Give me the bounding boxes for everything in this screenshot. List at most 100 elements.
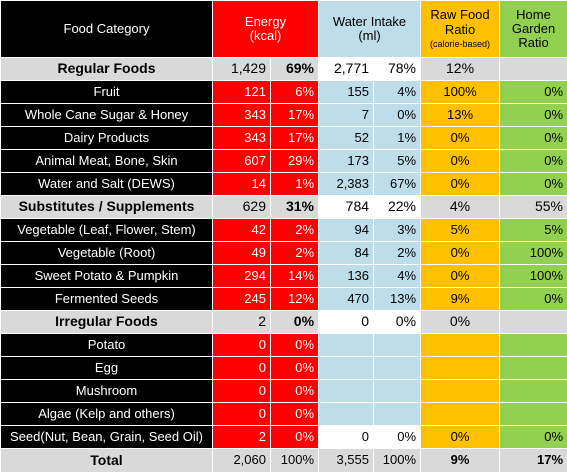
food-raw-ratio: 0% bbox=[421, 173, 500, 196]
food-water bbox=[319, 403, 374, 426]
group-raw-ratio: 0% bbox=[421, 311, 500, 334]
header-energy: Energy(kcal) bbox=[213, 1, 319, 58]
food-garden-ratio bbox=[500, 334, 567, 357]
food-water: 136 bbox=[319, 265, 374, 288]
food-energy: 294 bbox=[213, 265, 271, 288]
group-energy: 629 bbox=[213, 196, 271, 219]
food-energy: 607 bbox=[213, 150, 271, 173]
food-energy: 0 bbox=[213, 334, 271, 357]
group-water: 0 bbox=[319, 311, 374, 334]
food-water: 84 bbox=[319, 242, 374, 265]
food-energy: 0 bbox=[213, 380, 271, 403]
food-water-pct: 5% bbox=[374, 150, 421, 173]
food-garden-ratio bbox=[500, 403, 567, 426]
food-water-pct bbox=[374, 357, 421, 380]
group-energy: 1,429 bbox=[213, 58, 271, 81]
group-garden-ratio bbox=[500, 311, 567, 334]
total-water: 3,555 bbox=[319, 449, 374, 473]
food-water-pct: 0% bbox=[374, 104, 421, 127]
total-water-pct: 100% bbox=[374, 449, 421, 473]
food-water-pct: 2% bbox=[374, 242, 421, 265]
food-water-pct: 67% bbox=[374, 173, 421, 196]
food-energy-pct: 0% bbox=[271, 426, 319, 449]
group-garden-ratio: 55% bbox=[500, 196, 567, 219]
food-garden-ratio bbox=[500, 357, 567, 380]
food-energy: 245 bbox=[213, 288, 271, 311]
food-energy-pct: 0% bbox=[271, 357, 319, 380]
food-water bbox=[319, 357, 374, 380]
food-water bbox=[319, 380, 374, 403]
food-name: Egg bbox=[1, 357, 213, 380]
header-food-category: Food Category bbox=[1, 1, 213, 58]
food-water-pct: 13% bbox=[374, 288, 421, 311]
food-name: Vegetable (Leaf, Flower, Stem) bbox=[1, 219, 213, 242]
food-energy: 121 bbox=[213, 81, 271, 104]
food-energy-pct: 2% bbox=[271, 219, 319, 242]
food-garden-ratio: 0% bbox=[500, 288, 567, 311]
food-energy-pct: 0% bbox=[271, 403, 319, 426]
food-water: 94 bbox=[319, 219, 374, 242]
group-energy-pct: 0% bbox=[271, 311, 319, 334]
food-energy: 49 bbox=[213, 242, 271, 265]
total-garden-ratio: 17% bbox=[500, 449, 567, 473]
food-water bbox=[319, 334, 374, 357]
food-energy: 2 bbox=[213, 426, 271, 449]
food-energy-pct: 0% bbox=[271, 380, 319, 403]
food-raw-ratio bbox=[421, 334, 500, 357]
food-raw-ratio: 0% bbox=[421, 150, 500, 173]
food-energy: 14 bbox=[213, 173, 271, 196]
group-raw-ratio: 4% bbox=[421, 196, 500, 219]
group-name: Substitutes / Supplements bbox=[1, 196, 213, 219]
food-name: Dairy Products bbox=[1, 127, 213, 150]
group-name: Regular Foods bbox=[1, 58, 213, 81]
food-energy: 42 bbox=[213, 219, 271, 242]
food-name: Vegetable (Root) bbox=[1, 242, 213, 265]
food-name: Seed(Nut, Bean, Grain, Seed Oil) bbox=[1, 426, 213, 449]
food-name: Water and Salt (DEWS) bbox=[1, 173, 213, 196]
food-garden-ratio: 0% bbox=[500, 81, 567, 104]
food-garden-ratio: 100% bbox=[500, 265, 567, 288]
food-name: Fruit bbox=[1, 81, 213, 104]
total-label: Total bbox=[1, 449, 213, 473]
food-raw-ratio bbox=[421, 403, 500, 426]
food-raw-ratio: 9% bbox=[421, 288, 500, 311]
food-water: 7 bbox=[319, 104, 374, 127]
food-raw-ratio bbox=[421, 357, 500, 380]
header-row: Food Category Energy(kcal) Water Intake(… bbox=[1, 1, 567, 58]
food-garden-ratio: 0% bbox=[500, 127, 567, 150]
food-water-pct: 3% bbox=[374, 219, 421, 242]
food-name: Animal Meat, Bone, Skin bbox=[1, 150, 213, 173]
food-garden-ratio: 0% bbox=[500, 426, 567, 449]
food-garden-ratio: 100% bbox=[500, 242, 567, 265]
food-water: 155 bbox=[319, 81, 374, 104]
food-energy-pct: 29% bbox=[271, 150, 319, 173]
food-name: Whole Cane Sugar & Honey bbox=[1, 104, 213, 127]
food-water-pct bbox=[374, 403, 421, 426]
food-garden-ratio: 0% bbox=[500, 104, 567, 127]
food-energy: 343 bbox=[213, 104, 271, 127]
food-name: Sweet Potato & Pumpkin bbox=[1, 265, 213, 288]
food-raw-ratio: 100% bbox=[421, 81, 500, 104]
food-name: Mushroom bbox=[1, 380, 213, 403]
group-garden-ratio bbox=[500, 58, 567, 81]
food-water-pct: 1% bbox=[374, 127, 421, 150]
food-energy-pct: 6% bbox=[271, 81, 319, 104]
food-garden-ratio: 0% bbox=[500, 173, 567, 196]
food-energy-pct: 17% bbox=[271, 127, 319, 150]
food-energy-pct: 14% bbox=[271, 265, 319, 288]
food-energy-pct: 17% bbox=[271, 104, 319, 127]
food-energy-pct: 2% bbox=[271, 242, 319, 265]
